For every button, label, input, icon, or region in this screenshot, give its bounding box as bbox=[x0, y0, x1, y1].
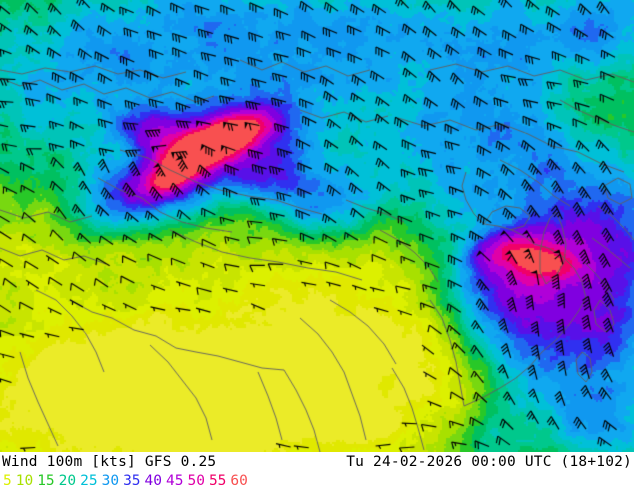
scale-tick-60: 60 bbox=[230, 473, 248, 489]
wind-speed-color-scale[interactable]: 5 10 15 20 25 30 35 40 45 50 55 60 bbox=[3, 473, 252, 489]
wind-forecast-map[interactable] bbox=[0, 0, 634, 452]
scale-tick-45: 45 bbox=[166, 473, 184, 489]
product-title: Wind 100m [kts] GFS 0.25 bbox=[2, 454, 217, 470]
scale-tick-30: 30 bbox=[101, 473, 120, 489]
valid-time-label: Tu 24-02-2026 00:00 UTC (18+102) bbox=[346, 454, 632, 470]
scale-tick-5: 5 bbox=[3, 473, 12, 489]
scale-tick-40: 40 bbox=[144, 473, 163, 489]
wind-speed-field-layer bbox=[0, 0, 634, 452]
scale-tick-35: 35 bbox=[123, 473, 141, 489]
scale-tick-55: 55 bbox=[208, 473, 227, 489]
scale-tick-20: 20 bbox=[58, 473, 77, 489]
map-footer: Wind 100m [kts] GFS 0.25 Tu 24-02-2026 0… bbox=[0, 452, 634, 490]
scale-tick-15: 15 bbox=[37, 473, 55, 489]
scale-tick-25: 25 bbox=[80, 473, 98, 489]
scale-tick-10: 10 bbox=[15, 473, 34, 489]
scale-tick-50: 50 bbox=[187, 473, 205, 489]
